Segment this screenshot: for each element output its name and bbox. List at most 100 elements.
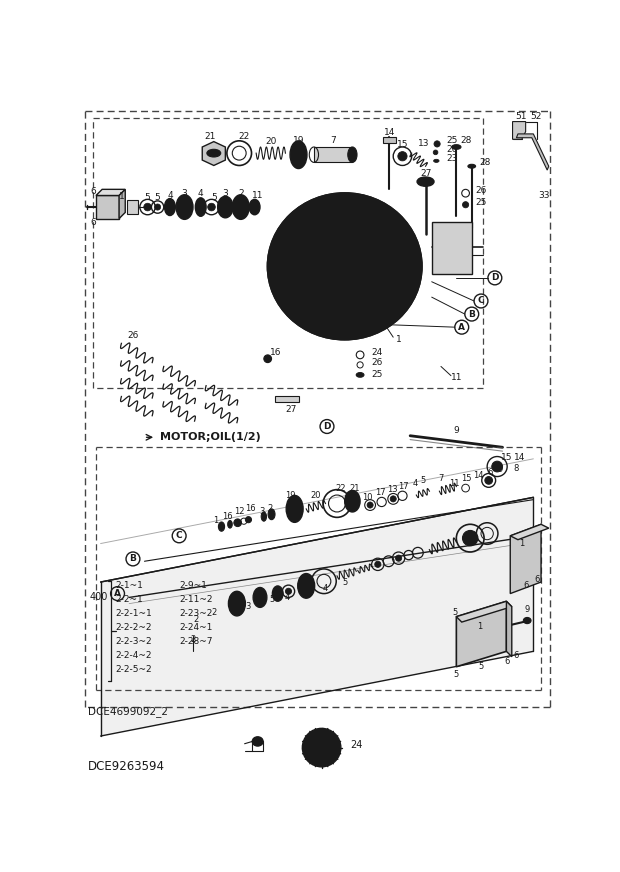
Polygon shape bbox=[432, 221, 472, 274]
Ellipse shape bbox=[232, 194, 249, 220]
Ellipse shape bbox=[433, 160, 439, 162]
Ellipse shape bbox=[249, 200, 260, 215]
Text: 2: 2 bbox=[238, 188, 244, 198]
Polygon shape bbox=[314, 147, 352, 162]
Text: 28: 28 bbox=[460, 136, 472, 146]
Text: 16: 16 bbox=[223, 512, 233, 521]
Text: 4: 4 bbox=[198, 188, 203, 198]
Text: 2-2-5~2: 2-2-5~2 bbox=[115, 664, 152, 673]
Text: 11: 11 bbox=[252, 191, 264, 200]
Text: 6: 6 bbox=[90, 218, 95, 227]
Ellipse shape bbox=[218, 196, 233, 218]
Ellipse shape bbox=[207, 149, 221, 157]
Text: 7: 7 bbox=[438, 473, 444, 482]
Text: 11: 11 bbox=[450, 479, 460, 488]
Ellipse shape bbox=[356, 372, 364, 378]
Text: 6: 6 bbox=[534, 576, 540, 584]
Ellipse shape bbox=[452, 145, 461, 149]
Text: DCE4699092_2: DCE4699092_2 bbox=[88, 706, 168, 717]
Polygon shape bbox=[516, 134, 549, 170]
Text: 2-2-1~1: 2-2-1~1 bbox=[115, 610, 152, 618]
Text: B: B bbox=[468, 310, 475, 318]
Text: 26: 26 bbox=[476, 187, 487, 195]
Text: 1: 1 bbox=[519, 539, 525, 548]
Circle shape bbox=[246, 516, 252, 522]
Circle shape bbox=[208, 203, 215, 211]
Text: 19: 19 bbox=[286, 491, 296, 501]
Polygon shape bbox=[202, 141, 225, 166]
Circle shape bbox=[154, 204, 161, 210]
Text: 25: 25 bbox=[371, 370, 383, 378]
Text: 9: 9 bbox=[525, 605, 530, 614]
Bar bbox=[275, 396, 298, 402]
Text: 17: 17 bbox=[398, 482, 409, 491]
Text: B: B bbox=[130, 555, 136, 563]
Text: 4: 4 bbox=[323, 583, 328, 593]
Circle shape bbox=[144, 203, 151, 211]
Circle shape bbox=[309, 735, 334, 760]
Text: 4: 4 bbox=[167, 191, 173, 200]
Text: 3: 3 bbox=[182, 188, 187, 198]
Polygon shape bbox=[510, 524, 549, 540]
Text: 20: 20 bbox=[265, 137, 277, 146]
Ellipse shape bbox=[176, 194, 193, 220]
Text: 11: 11 bbox=[451, 373, 462, 383]
Text: A: A bbox=[458, 323, 465, 331]
Ellipse shape bbox=[252, 737, 263, 746]
Text: 2: 2 bbox=[193, 615, 198, 623]
Text: 23: 23 bbox=[446, 154, 458, 163]
Circle shape bbox=[485, 477, 492, 484]
Circle shape bbox=[285, 589, 291, 595]
Circle shape bbox=[264, 355, 272, 363]
Text: 4: 4 bbox=[412, 479, 417, 488]
Text: 2-2-3~2: 2-2-3~2 bbox=[115, 637, 152, 646]
Text: 2-2-2~2: 2-2-2~2 bbox=[115, 623, 152, 632]
Text: 3: 3 bbox=[246, 603, 251, 611]
Text: 13: 13 bbox=[417, 139, 429, 147]
Text: 20: 20 bbox=[310, 491, 321, 501]
Ellipse shape bbox=[261, 512, 267, 521]
Text: 14: 14 bbox=[514, 453, 525, 462]
Ellipse shape bbox=[322, 248, 352, 277]
Text: 2: 2 bbox=[267, 504, 273, 513]
Text: 14: 14 bbox=[472, 471, 483, 480]
Text: 7: 7 bbox=[330, 135, 336, 145]
Circle shape bbox=[433, 150, 438, 154]
Text: 2: 2 bbox=[190, 636, 196, 644]
Text: 3: 3 bbox=[302, 589, 308, 598]
Text: 2-2~1: 2-2~1 bbox=[115, 596, 143, 604]
Text: 25: 25 bbox=[446, 136, 458, 146]
Text: 2-11~2: 2-11~2 bbox=[179, 596, 213, 604]
Ellipse shape bbox=[298, 574, 315, 598]
Circle shape bbox=[234, 519, 242, 527]
Text: 25: 25 bbox=[476, 198, 487, 207]
Text: 15: 15 bbox=[397, 140, 408, 149]
Text: 5: 5 bbox=[155, 193, 161, 201]
Text: 10: 10 bbox=[363, 493, 373, 502]
Text: 27: 27 bbox=[285, 405, 296, 414]
Text: 13: 13 bbox=[387, 485, 398, 494]
Text: MOTOR;OIL(1/2): MOTOR;OIL(1/2) bbox=[160, 433, 260, 442]
Text: 6: 6 bbox=[523, 582, 528, 590]
Ellipse shape bbox=[345, 490, 360, 512]
Polygon shape bbox=[456, 602, 507, 667]
Text: 9: 9 bbox=[453, 426, 459, 435]
Text: 9: 9 bbox=[498, 465, 503, 474]
Ellipse shape bbox=[316, 240, 374, 293]
Ellipse shape bbox=[523, 617, 531, 623]
Ellipse shape bbox=[228, 591, 246, 616]
Text: 1: 1 bbox=[213, 516, 219, 525]
Circle shape bbox=[492, 461, 503, 472]
Polygon shape bbox=[456, 602, 512, 622]
Text: 33: 33 bbox=[538, 191, 550, 200]
Text: 5: 5 bbox=[420, 476, 426, 485]
Text: 26: 26 bbox=[371, 358, 383, 367]
Text: 15: 15 bbox=[502, 453, 513, 462]
Text: 16: 16 bbox=[245, 504, 255, 513]
Circle shape bbox=[390, 496, 396, 502]
Text: 1: 1 bbox=[119, 192, 125, 201]
Polygon shape bbox=[96, 189, 125, 195]
Text: 5: 5 bbox=[269, 596, 274, 604]
Text: 2-23~2: 2-23~2 bbox=[179, 610, 213, 618]
Text: 26: 26 bbox=[446, 145, 458, 153]
